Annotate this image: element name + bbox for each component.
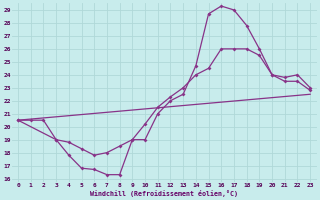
- X-axis label: Windchill (Refroidissement éolien,°C): Windchill (Refroidissement éolien,°C): [90, 190, 238, 197]
